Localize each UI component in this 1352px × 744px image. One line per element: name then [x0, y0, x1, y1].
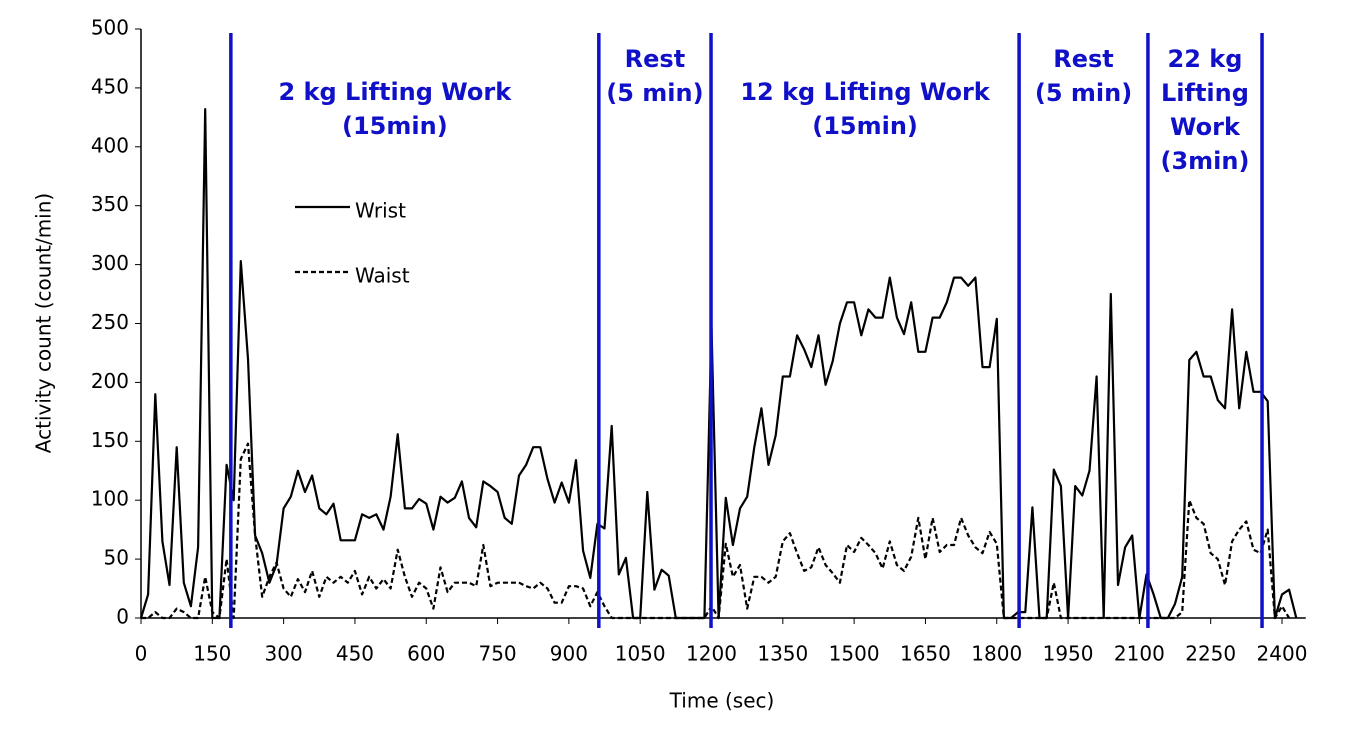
x-tick-label: 300 — [265, 642, 303, 666]
series-line — [141, 442, 1291, 620]
x-tick-label: 750 — [478, 642, 516, 666]
annotation: Rest — [625, 45, 686, 73]
annotation: (15min) — [812, 112, 918, 140]
y-tick-label: 50 — [104, 546, 129, 570]
y-tick-label: 500 — [91, 16, 129, 40]
annotation: Lifting — [1161, 79, 1249, 107]
x-tick-label: 1350 — [757, 642, 808, 666]
annotation: (15min) — [342, 112, 448, 140]
annotation: Rest — [1053, 45, 1114, 73]
x-tick-label: 2100 — [1114, 642, 1165, 666]
x-tick-label: 1200 — [686, 642, 737, 666]
x-tick-label: 1650 — [900, 642, 951, 666]
x-tick-label: 150 — [193, 642, 231, 666]
y-axis-label: Activity count (count/min) — [32, 193, 56, 453]
legend-label: Wrist — [355, 199, 406, 223]
annotation: (5 min) — [1035, 79, 1132, 107]
y-tick-label: 400 — [91, 133, 129, 157]
x-tick-label: 1050 — [615, 642, 666, 666]
annotation: (5 min) — [606, 79, 703, 107]
y-tick-label: 200 — [91, 369, 129, 393]
y-tick-label: 100 — [91, 487, 129, 511]
x-tick-label: 600 — [407, 642, 445, 666]
x-tick-label: 2400 — [1257, 642, 1308, 666]
y-tick-label: 250 — [91, 310, 129, 334]
y-tick-label: 150 — [91, 428, 129, 452]
legend-label: Waist — [355, 264, 410, 288]
x-tick-label: 1500 — [829, 642, 880, 666]
y-tick-label: 450 — [91, 74, 129, 98]
annotation: 2 kg Lifting Work — [278, 78, 512, 106]
x-tick-label: 1950 — [1043, 642, 1094, 666]
x-tick-label: 900 — [550, 642, 588, 666]
x-tick-label: 1800 — [971, 642, 1022, 666]
annotation: 12 kg Lifting Work — [740, 78, 990, 106]
y-tick-label: 300 — [91, 251, 129, 275]
x-tick-label: 450 — [336, 642, 374, 666]
series-line — [139, 108, 1298, 620]
annotation: (3min) — [1160, 147, 1249, 175]
y-tick-label: 350 — [91, 192, 129, 216]
annotation: Work — [1170, 113, 1241, 141]
y-tick-label: 0 — [116, 605, 129, 629]
x-axis-label: Time (sec) — [669, 689, 775, 713]
annotation: 22 kg — [1168, 45, 1243, 73]
x-tick-label: 0 — [135, 642, 148, 666]
x-tick-label: 2250 — [1185, 642, 1236, 666]
